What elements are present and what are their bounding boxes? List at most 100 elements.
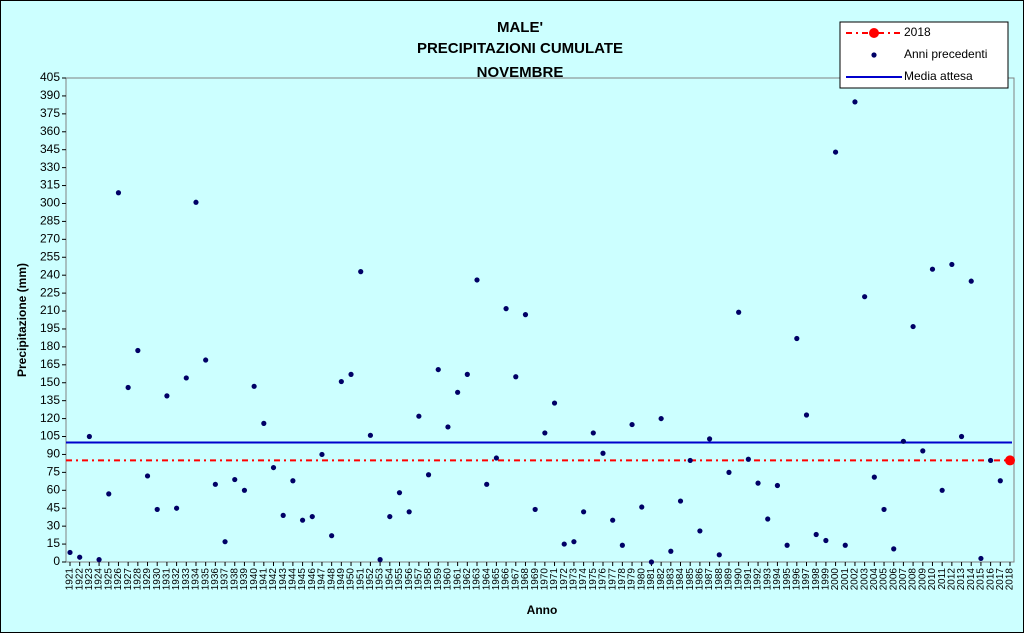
x-tick-label: 1996 bbox=[791, 568, 802, 591]
y-tick-label: 135 bbox=[40, 393, 60, 407]
data-point bbox=[493, 455, 499, 461]
x-tick-label: 2012 bbox=[946, 568, 957, 591]
data-point bbox=[716, 552, 722, 558]
chart-title: MALE' bbox=[497, 19, 543, 36]
data-point bbox=[997, 478, 1003, 484]
x-tick-label: 1947 bbox=[317, 568, 328, 591]
x-tick-label: 2017 bbox=[995, 568, 1006, 591]
data-point bbox=[619, 542, 625, 548]
data-point bbox=[115, 190, 122, 196]
x-tick-label: 1951 bbox=[355, 568, 366, 591]
data-point bbox=[571, 539, 577, 545]
x-tick-label: 2009 bbox=[917, 568, 928, 591]
y-tick-label: 45 bbox=[47, 500, 61, 514]
x-tick-label: 1928 bbox=[132, 568, 143, 591]
x-tick-label: 1967 bbox=[510, 568, 521, 591]
data-point bbox=[67, 549, 73, 556]
x-tick-label: 2003 bbox=[859, 568, 870, 591]
x-tick-label: 2011 bbox=[937, 568, 948, 590]
x-tick-label: 2010 bbox=[927, 568, 938, 591]
x-tick-label: 1975 bbox=[588, 568, 599, 591]
x-tick-label: 1931 bbox=[162, 568, 173, 591]
data-point bbox=[978, 555, 984, 562]
chart-title: PRECIPITAZIONI CUMULATE bbox=[417, 40, 623, 57]
x-tick-label: 1974 bbox=[578, 568, 589, 591]
legend-label: Media attesa bbox=[904, 69, 973, 83]
data-point bbox=[697, 528, 703, 534]
x-tick-label: 1929 bbox=[142, 568, 153, 591]
y-tick-label: 105 bbox=[40, 429, 60, 443]
data-point bbox=[658, 415, 664, 422]
x-tick-label: 2002 bbox=[850, 568, 861, 591]
x-tick-label: 2014 bbox=[966, 568, 977, 591]
data-point bbox=[193, 199, 199, 205]
data-point bbox=[474, 277, 480, 283]
data-point bbox=[329, 533, 335, 539]
data-point bbox=[241, 487, 248, 493]
x-tick-label: 1973 bbox=[569, 568, 580, 591]
x-tick-label: 2007 bbox=[898, 568, 909, 591]
data-point bbox=[968, 278, 974, 284]
x-tick-label: 1997 bbox=[801, 568, 812, 591]
data-point bbox=[464, 371, 470, 377]
x-tick-label: 1952 bbox=[365, 568, 376, 591]
x-tick-label: 1999 bbox=[821, 568, 832, 591]
x-tick-label: 1925 bbox=[103, 568, 114, 591]
x-tick-label: 1991 bbox=[743, 568, 754, 591]
x-tick-label: 1972 bbox=[559, 568, 570, 591]
x-tick-label: 1936 bbox=[210, 568, 221, 591]
x-tick-label: 1945 bbox=[297, 568, 308, 591]
chart-title: NOVEMBRE bbox=[477, 64, 564, 81]
x-tick-label: 1933 bbox=[181, 568, 192, 591]
data-point bbox=[96, 557, 102, 563]
x-tick-label: 1941 bbox=[258, 568, 269, 591]
y-tick-label: 330 bbox=[40, 160, 60, 174]
x-tick-label: 1965 bbox=[491, 568, 502, 591]
y-tick-label: 405 bbox=[40, 70, 60, 84]
data-point bbox=[610, 517, 616, 523]
x-tick-label: 1946 bbox=[307, 568, 318, 591]
x-tick-label: 1971 bbox=[549, 568, 560, 591]
x-tick-label: 1938 bbox=[229, 568, 240, 591]
data-point bbox=[551, 400, 558, 406]
x-tick-label: 1921 bbox=[65, 568, 76, 591]
x-tick-label: 1968 bbox=[520, 568, 531, 591]
x-tick-label: 1992 bbox=[753, 568, 764, 591]
data-point bbox=[726, 469, 732, 475]
y-tick-label: 285 bbox=[40, 214, 60, 228]
x-tick-label: 1976 bbox=[598, 568, 609, 591]
x-tick-label: 2004 bbox=[869, 568, 880, 591]
data-point bbox=[668, 548, 674, 554]
data-point bbox=[435, 366, 441, 373]
x-tick-label: 1948 bbox=[326, 568, 337, 591]
x-tick-label: 1939 bbox=[239, 568, 250, 591]
data-point bbox=[77, 554, 83, 560]
y-tick-label: 300 bbox=[40, 196, 60, 210]
x-tick-label: 2006 bbox=[888, 568, 899, 591]
y-tick-label: 60 bbox=[47, 482, 61, 496]
data-point bbox=[125, 384, 131, 391]
data-point bbox=[871, 474, 877, 480]
x-tick-label: 1985 bbox=[685, 568, 696, 591]
data-point bbox=[135, 347, 141, 354]
data-point bbox=[164, 393, 170, 399]
legend: 2018 Anni precedenti Media attesa bbox=[839, 21, 1009, 89]
x-tick-label: 1984 bbox=[675, 568, 686, 591]
data-point bbox=[920, 448, 926, 454]
data-point bbox=[891, 546, 897, 552]
y-axis-label: Precipitazione (mm) bbox=[15, 263, 29, 377]
data-point bbox=[416, 413, 422, 419]
x-tick-label: 2015 bbox=[976, 568, 987, 591]
x-tick-label: 2008 bbox=[908, 568, 919, 591]
data-point bbox=[203, 357, 209, 363]
data-point bbox=[319, 451, 325, 458]
x-tick-label: 2013 bbox=[956, 568, 967, 591]
data-point bbox=[784, 542, 790, 548]
x-tick-label: 1923 bbox=[84, 568, 95, 591]
data-point bbox=[377, 557, 383, 563]
data-point bbox=[794, 335, 800, 342]
x-tick-label: 1964 bbox=[481, 568, 492, 591]
x-tick-label: 1958 bbox=[423, 568, 434, 591]
data-point bbox=[212, 481, 218, 487]
x-tick-label: 1970 bbox=[539, 568, 550, 591]
